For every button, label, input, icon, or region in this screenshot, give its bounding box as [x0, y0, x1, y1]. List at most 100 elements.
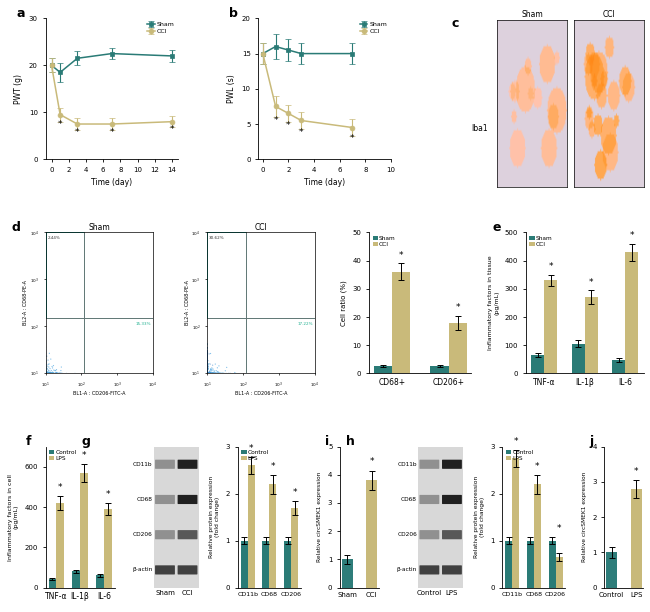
Point	[202, 368, 213, 378]
Point	[202, 368, 213, 378]
Bar	[84, 318, 153, 373]
Point	[40, 368, 51, 378]
Bar	[630, 489, 642, 588]
Point	[40, 368, 51, 378]
Point	[202, 368, 213, 378]
Point	[40, 368, 51, 378]
Point	[40, 367, 51, 377]
Point	[41, 368, 51, 378]
Point	[202, 367, 213, 377]
Point	[202, 368, 213, 378]
Title: CCI: CCI	[255, 223, 267, 232]
Point	[40, 368, 51, 378]
Point	[40, 368, 51, 378]
Point	[40, 368, 51, 378]
Point	[40, 368, 51, 378]
Point	[202, 368, 213, 378]
Point	[202, 368, 213, 378]
Point	[202, 368, 213, 378]
Point	[202, 368, 213, 378]
Point	[40, 368, 51, 378]
Point	[40, 368, 51, 378]
Point	[203, 359, 213, 369]
Point	[40, 368, 51, 378]
Point	[202, 368, 213, 378]
Point	[202, 368, 213, 378]
Point	[202, 362, 213, 371]
Point	[202, 368, 213, 378]
Point	[40, 368, 51, 378]
Point	[40, 368, 51, 378]
Point	[202, 367, 213, 377]
Point	[203, 368, 214, 378]
Point	[40, 368, 51, 378]
Point	[202, 368, 213, 378]
Point	[40, 368, 51, 378]
Point	[40, 368, 51, 378]
Point	[202, 359, 213, 369]
Point	[202, 360, 213, 370]
Point	[202, 368, 213, 378]
Point	[202, 368, 213, 378]
Point	[202, 368, 213, 378]
Point	[202, 368, 213, 378]
Point	[202, 365, 213, 375]
Point	[40, 368, 51, 378]
Point	[209, 368, 219, 378]
Point	[202, 368, 213, 378]
Point	[40, 368, 51, 378]
Point	[202, 368, 213, 378]
Point	[40, 368, 51, 378]
Point	[40, 365, 51, 375]
Point	[202, 368, 213, 378]
Point	[202, 368, 213, 378]
Point	[40, 368, 51, 378]
Point	[202, 368, 213, 378]
Point	[40, 368, 51, 378]
Point	[40, 368, 51, 378]
Point	[40, 368, 51, 378]
Point	[202, 358, 213, 368]
Point	[202, 364, 213, 373]
Point	[202, 368, 213, 378]
Point	[202, 368, 213, 378]
Point	[202, 365, 213, 375]
Point	[202, 368, 213, 378]
Point	[202, 351, 213, 361]
Point	[42, 351, 52, 361]
Point	[202, 368, 213, 378]
Point	[202, 368, 213, 378]
Point	[40, 368, 51, 378]
Point	[40, 368, 51, 378]
Point	[40, 368, 51, 378]
Point	[202, 368, 213, 378]
Point	[40, 368, 51, 378]
Point	[202, 356, 213, 365]
Point	[202, 368, 213, 378]
Point	[40, 368, 51, 378]
Point	[40, 368, 51, 378]
Point	[202, 368, 213, 378]
Point	[202, 365, 213, 375]
Point	[202, 368, 213, 378]
Point	[202, 368, 213, 378]
Point	[40, 368, 51, 378]
Point	[40, 368, 51, 378]
Point	[40, 368, 51, 378]
Point	[40, 368, 51, 378]
Point	[40, 368, 51, 378]
Point	[202, 348, 213, 358]
Point	[40, 368, 51, 378]
Point	[202, 368, 213, 378]
Point	[40, 368, 51, 378]
Point	[202, 364, 213, 374]
Point	[202, 368, 213, 378]
Point	[202, 359, 213, 368]
Point	[45, 368, 55, 378]
Point	[220, 366, 231, 376]
Point	[202, 368, 213, 378]
Point	[40, 368, 51, 378]
FancyBboxPatch shape	[442, 460, 462, 469]
Point	[210, 368, 220, 378]
Point	[202, 368, 213, 378]
